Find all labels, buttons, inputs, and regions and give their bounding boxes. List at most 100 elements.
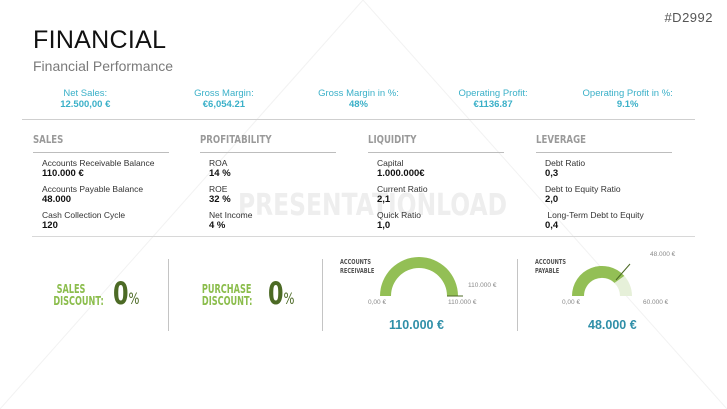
- value-number: 0: [268, 276, 284, 312]
- section-heading: PROFITABILITY: [200, 133, 272, 146]
- kpi-label: Gross Margin:: [194, 88, 254, 99]
- gauge-marker-label: 48.000 €: [650, 251, 676, 258]
- kpi-value: 48%: [348, 99, 368, 110]
- label-line: ACCOUNTS: [340, 258, 371, 266]
- kpi-value: €6,054.21: [202, 99, 246, 110]
- accounts-receivable-label: ACCOUNTS RECEIVABLE: [340, 258, 374, 276]
- gauge-marker-label: 110.000 €: [468, 282, 497, 289]
- metric-value: 48.000: [42, 194, 72, 205]
- metric-label: Long-Term Debt to Equity: [545, 210, 644, 220]
- section-heading: LEVERAGE: [536, 133, 586, 146]
- metric-label: Cash Collection Cycle: [42, 210, 126, 220]
- value-number: 0: [113, 276, 129, 312]
- label-line: PURCHASE: [201, 282, 252, 296]
- metric-value: 1,0: [377, 220, 391, 231]
- kpi-operating-profit: Operating Profit: €1136.87: [426, 88, 561, 119]
- section-leverage: LEVERAGE Debt Ratio 0,3 Debt to Equity Ra…: [536, 130, 672, 231]
- label-line: DISCOUNT:: [201, 294, 253, 308]
- accounts-receivable-value: 110.000 €: [389, 318, 444, 332]
- metric: Long-Term Debt to Equity 0,4: [545, 210, 672, 231]
- kpi-operating-profit-pct: Operating Profit in %: 9.1%: [560, 88, 695, 119]
- metric: Net Income 4 %: [209, 210, 336, 231]
- metric: Accounts Receivable Balance 110.000 €: [42, 158, 169, 179]
- metric-label: Accounts Payable Balance: [42, 184, 144, 194]
- gauge-min-label: 0,00 €: [368, 299, 387, 306]
- gauge-max-label: 60.000 €: [643, 299, 669, 306]
- gauge-max-label: 110.000 €: [448, 299, 477, 306]
- metric: Debt Ratio 0,3: [545, 158, 672, 179]
- metric-label: Accounts Receivable Balance: [42, 158, 155, 168]
- kpi-net-sales: Net Sales: 12.500,00 €: [18, 88, 153, 119]
- divider: [322, 259, 323, 331]
- kpi-value: 12.500,00 €: [60, 99, 111, 110]
- accounts-payable-label: ACCOUNTS PAYABLE: [535, 258, 566, 276]
- metric: Accounts Payable Balance 48.000: [42, 184, 169, 205]
- value-unit: %: [128, 289, 140, 308]
- accounts-payable-gauge: [572, 263, 632, 296]
- kpi-gross-margin-pct: Gross Margin in %: 48%: [291, 88, 426, 119]
- purchase-discount-label: PURCHASE DISCOUNT:: [201, 282, 253, 308]
- label-line: DISCOUNT:: [53, 294, 104, 308]
- kpi-value: 9.1%: [616, 99, 639, 110]
- divider: [200, 152, 336, 153]
- metric-value: 2,1: [377, 194, 391, 205]
- section-profitability: PROFITABILITY ROA 14 % ROE 32 % Net Income…: [200, 130, 336, 231]
- kpi-bar: Net Sales: 12.500,00 € Gross Margin: €6,…: [22, 88, 695, 120]
- metric-value: 14 %: [209, 168, 231, 179]
- metric: ROE 32 %: [209, 184, 336, 205]
- metric: ROA 14 %: [209, 158, 336, 179]
- page-subtitle: Financial Performance: [33, 58, 174, 74]
- section-liquidity: LIQUIDITY Capital 1.000.000€ Current Rati…: [368, 130, 504, 231]
- kpi-label: Operating Profit in %:: [582, 88, 673, 99]
- metric-label: ROE: [209, 184, 228, 194]
- sales-discount-label: SALES DISCOUNT:: [53, 282, 104, 308]
- divider: [33, 152, 169, 153]
- watermark: PRESENTATIONLOAD: [238, 188, 508, 223]
- metric: Debt to Equity Ratio 2,0: [545, 184, 672, 205]
- purchase-discount-value: 0%: [268, 278, 294, 315]
- slide-code: #D2992: [664, 10, 713, 25]
- accounts-receivable-gauge: [380, 257, 463, 297]
- metric-value: 1.000.000€: [377, 168, 425, 179]
- divider: [32, 236, 695, 237]
- metric-value: 0,3: [545, 168, 559, 179]
- metric: Cash Collection Cycle 120: [42, 210, 169, 231]
- metric-value: 0,4: [545, 220, 559, 231]
- divider: [517, 259, 518, 331]
- section-heading: LIQUIDITY: [368, 133, 417, 146]
- metric-value: 110.000 €: [42, 168, 84, 179]
- metric-label: Debt to Equity Ratio: [545, 184, 621, 194]
- label-line: RECEIVABLE: [340, 267, 375, 275]
- metric-label: Net Income: [209, 210, 253, 220]
- section-sales: SALES Accounts Receivable Balance 110.000…: [33, 130, 169, 231]
- kpi-gross-margin: Gross Margin: €6,054.21: [157, 88, 292, 119]
- label-line: ACCOUNTS: [535, 258, 566, 266]
- value-unit: %: [283, 289, 295, 308]
- gauge-min-label: 0,00 €: [562, 299, 581, 306]
- metric: Capital 1.000.000€: [377, 158, 504, 179]
- metric-label: Capital: [377, 158, 404, 168]
- label-line: PAYABLE: [535, 267, 560, 275]
- metric-label: Current Ratio: [377, 184, 428, 194]
- metric: Current Ratio 2,1: [377, 184, 504, 205]
- metric: Quick Ratio 1,0: [377, 210, 504, 231]
- divider: [536, 152, 672, 153]
- kpi-label: Net Sales:: [63, 88, 108, 99]
- kpi-value: €1136.87: [473, 99, 513, 110]
- page-title: FINANCIAL: [33, 26, 167, 54]
- metric-label: Debt Ratio: [545, 158, 586, 168]
- divider: [168, 259, 169, 331]
- metric-value: 4 %: [209, 220, 226, 231]
- metric-label: Quick Ratio: [377, 210, 421, 220]
- metric-value: 120: [42, 220, 58, 231]
- metric-value: 2,0: [545, 194, 559, 205]
- kpi-label: Gross Margin in %:: [318, 88, 399, 99]
- section-heading: SALES: [33, 133, 64, 146]
- metric-label: ROA: [209, 158, 228, 168]
- metric-value: 32 %: [209, 194, 231, 205]
- accounts-payable-value: 48.000 €: [588, 318, 637, 332]
- sales-discount-value: 0%: [113, 278, 139, 315]
- kpi-label: Operating Profit:: [458, 88, 528, 99]
- label-line: SALES: [56, 282, 86, 296]
- divider: [368, 152, 504, 153]
